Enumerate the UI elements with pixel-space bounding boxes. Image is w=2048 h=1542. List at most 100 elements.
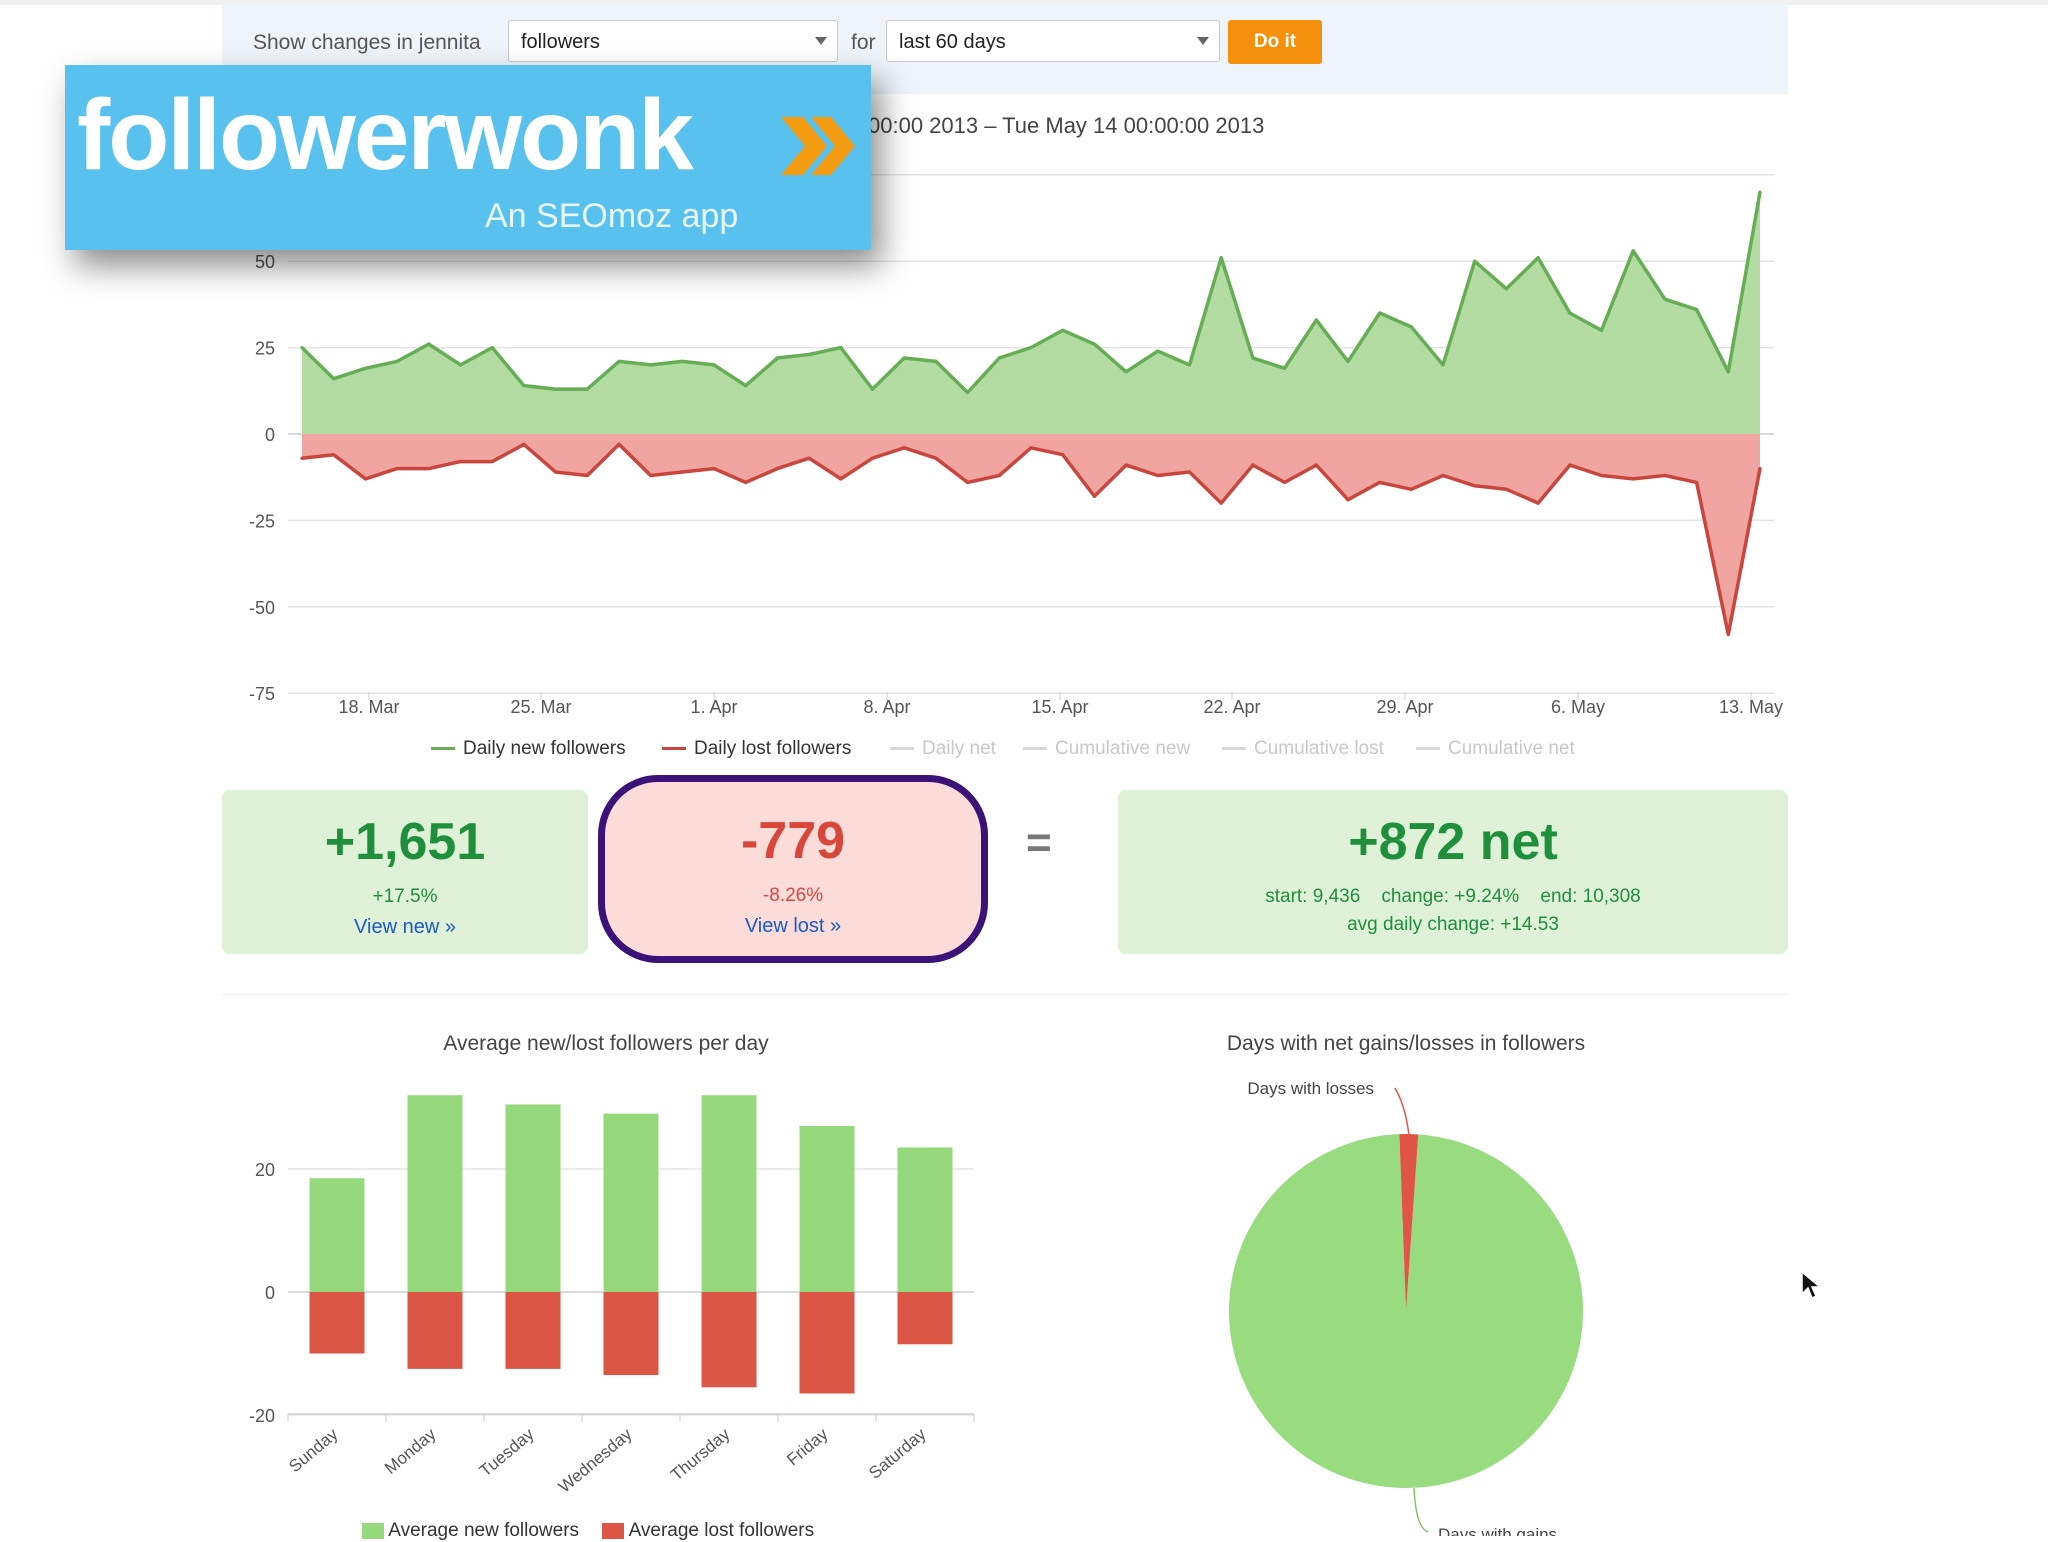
legend-item-cumulative-new[interactable]: Cumulative new	[1023, 738, 1190, 760]
bar-new-sunday[interactable]	[309, 1178, 365, 1292]
view-lost-link[interactable]: View lost »	[744, 915, 842, 937]
data-point[interactable]	[1568, 463, 1572, 467]
bar-new-wednesday[interactable]	[603, 1113, 659, 1292]
data-point[interactable]	[1758, 190, 1762, 194]
data-point[interactable]	[1441, 363, 1445, 367]
data-point[interactable]	[1314, 318, 1318, 322]
data-point[interactable]	[1124, 370, 1128, 374]
data-point[interactable]	[1251, 463, 1255, 467]
data-point[interactable]	[1251, 356, 1255, 360]
data-point[interactable]	[300, 346, 304, 350]
bar-lost-tuesday[interactable]	[505, 1292, 561, 1369]
data-point[interactable]	[458, 460, 463, 464]
bar-new-friday[interactable]	[799, 1125, 855, 1292]
data-point[interactable]	[1156, 349, 1160, 353]
data-point[interactable]	[1631, 477, 1635, 481]
data-point[interactable]	[1536, 256, 1540, 260]
data-point[interactable]	[997, 473, 1001, 478]
data-point[interactable]	[775, 356, 780, 360]
data-point[interactable]	[712, 466, 716, 471]
data-point[interactable]	[1599, 473, 1604, 478]
data-point[interactable]	[1409, 487, 1413, 491]
data-point[interactable]	[427, 466, 431, 471]
data-point[interactable]	[839, 477, 843, 481]
data-point[interactable]	[1378, 480, 1382, 484]
data-point[interactable]	[712, 363, 716, 367]
data-point[interactable]	[997, 356, 1001, 360]
data-point[interactable]	[1282, 480, 1287, 484]
data-point[interactable]	[1092, 342, 1096, 346]
data-point[interactable]	[839, 346, 843, 350]
data-point[interactable]	[1187, 470, 1192, 474]
data-point[interactable]	[1663, 473, 1667, 478]
data-point[interactable]	[775, 466, 780, 471]
data-point[interactable]	[363, 477, 367, 481]
data-point[interactable]	[585, 387, 589, 391]
data-point[interactable]	[902, 356, 906, 360]
data-point[interactable]	[1631, 249, 1635, 253]
data-point[interactable]	[934, 359, 938, 364]
bar-new-thursday[interactable]	[701, 1095, 757, 1292]
legend-label[interactable]: Average lost followers	[628, 1520, 815, 1541]
data-point[interactable]	[1124, 463, 1128, 467]
data-point[interactable]	[490, 460, 494, 464]
data-point[interactable]	[1473, 259, 1477, 263]
data-point[interactable]	[1219, 501, 1223, 505]
data-point[interactable]	[1061, 453, 1065, 457]
bar-lost-wednesday[interactable]	[603, 1292, 659, 1376]
do-it-button[interactable]: Do it	[1228, 20, 1322, 64]
data-point[interactable]	[522, 442, 526, 446]
data-point[interactable]	[1568, 311, 1572, 315]
metric-select[interactable]: followers	[508, 20, 838, 62]
data-point[interactable]	[332, 453, 336, 457]
data-point[interactable]	[1187, 363, 1192, 367]
pie-slice-gains[interactable]	[1228, 1134, 1583, 1488]
data-point[interactable]	[649, 473, 653, 478]
data-point[interactable]	[617, 359, 621, 364]
data-point[interactable]	[807, 456, 811, 460]
data-point[interactable]	[585, 473, 589, 478]
data-point[interactable]	[744, 384, 748, 388]
data-point[interactable]	[1346, 359, 1350, 364]
data-point[interactable]	[1156, 473, 1160, 478]
data-point[interactable]	[902, 446, 906, 450]
data-point[interactable]	[680, 359, 684, 364]
data-point[interactable]	[300, 456, 304, 460]
data-point[interactable]	[395, 359, 399, 364]
data-point[interactable]	[617, 442, 621, 446]
data-point[interactable]	[1758, 466, 1762, 471]
data-point[interactable]	[458, 363, 463, 367]
bar-lost-sunday[interactable]	[309, 1292, 365, 1354]
data-point[interactable]	[1536, 501, 1540, 505]
data-point[interactable]	[807, 352, 811, 357]
data-point[interactable]	[1441, 473, 1445, 478]
data-point[interactable]	[934, 456, 938, 460]
view-new-link[interactable]: View new »	[354, 916, 456, 938]
bar-lost-thursday[interactable]	[701, 1292, 757, 1388]
data-point[interactable]	[1346, 498, 1350, 502]
bar-lost-monday[interactable]	[407, 1292, 463, 1369]
data-point[interactable]	[870, 387, 875, 391]
bar-new-tuesday[interactable]	[505, 1104, 561, 1292]
data-point[interactable]	[1504, 287, 1509, 291]
data-point[interactable]	[966, 390, 970, 395]
data-point[interactable]	[490, 346, 494, 350]
bar-new-monday[interactable]	[407, 1095, 463, 1292]
data-point[interactable]	[1504, 487, 1509, 491]
legend-item-daily-net[interactable]: Daily net	[890, 738, 996, 760]
data-point[interactable]	[1314, 463, 1318, 467]
data-point[interactable]	[1061, 328, 1065, 332]
data-point[interactable]	[1378, 311, 1382, 315]
bar-lost-friday[interactable]	[799, 1292, 855, 1394]
data-point[interactable]	[870, 456, 875, 460]
legend-item-daily-new[interactable]: Daily new followers	[431, 738, 626, 760]
legend-label[interactable]: Average new followers	[388, 1520, 580, 1541]
data-point[interactable]	[649, 363, 653, 367]
data-point[interactable]	[1092, 494, 1096, 498]
data-point[interactable]	[1599, 328, 1604, 332]
data-point[interactable]	[363, 366, 367, 370]
data-point[interactable]	[332, 377, 336, 381]
legend-item-cumulative-net[interactable]: Cumulative net	[1416, 738, 1575, 760]
data-point[interactable]	[395, 466, 399, 471]
data-point[interactable]	[522, 384, 526, 388]
